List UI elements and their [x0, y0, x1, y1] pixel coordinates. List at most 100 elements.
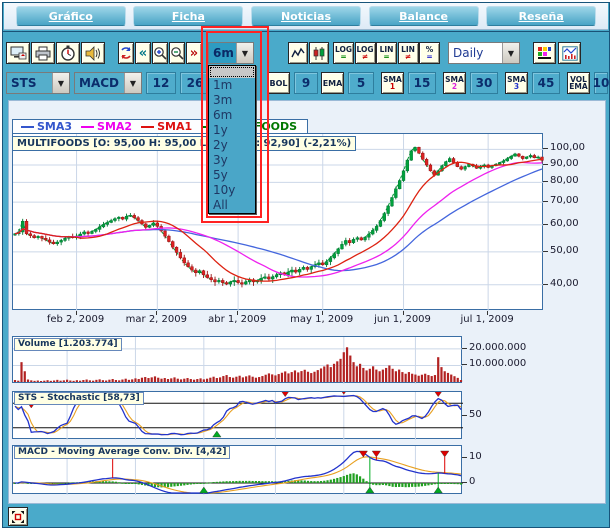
indicator2-select[interactable]: MACD ▼: [74, 72, 142, 94]
sma3-period-input[interactable]: 45: [532, 72, 560, 94]
refresh-button[interactable]: [118, 42, 134, 64]
ema-label: EMA: [323, 79, 343, 88]
period-option-5y[interactable]: 5y: [209, 168, 255, 183]
speaker-icon: [85, 46, 101, 61]
volume-ema-button[interactable]: VOL EMA: [567, 72, 590, 94]
scale-button-log-neq[interactable]: LOG≠: [355, 42, 376, 64]
sma1-period-input[interactable]: 15: [408, 72, 436, 94]
period-option-10y[interactable]: 10y: [209, 183, 255, 198]
interval-select[interactable]: Daily ▼: [448, 42, 520, 64]
legend-label: SMA3: [37, 120, 72, 133]
sma2-sub: 2: [452, 83, 457, 90]
legend-item-sma2: SMA2: [81, 120, 132, 133]
scale-button-lin-neq[interactable]: LIN≠: [398, 42, 419, 64]
line-chart-mode-button[interactable]: [288, 42, 308, 64]
ema-button[interactable]: EMA: [321, 72, 344, 94]
tab-ficha[interactable]: Ficha: [133, 6, 243, 26]
period-option-1y[interactable]: 1y: [209, 123, 255, 138]
line-chart-icon: [291, 47, 306, 60]
sma3-button[interactable]: SMA 3: [505, 72, 528, 94]
screen-capture-button[interactable]: [6, 42, 30, 64]
sma2-button[interactable]: SMA 2: [443, 72, 466, 94]
colors-button[interactable]: [533, 42, 556, 64]
scale-bottom-label: =: [426, 53, 432, 60]
period-option-3y[interactable]: 3y: [209, 153, 255, 168]
tab-balance[interactable]: Balance: [369, 6, 479, 26]
bollinger-button[interactable]: BOL: [267, 72, 290, 94]
sts-axis-label: 50: [469, 409, 482, 420]
y-axis-label: 100,00: [550, 142, 585, 153]
scale-bottom-label: =: [340, 53, 346, 60]
sound-alert-button[interactable]: [81, 42, 105, 64]
tab-grfico[interactable]: Gráfico: [16, 6, 126, 26]
divider: [3, 31, 609, 32]
zoom-in-button[interactable]: [152, 42, 168, 64]
legend-line-swatch: [81, 126, 94, 128]
print-button[interactable]: [31, 42, 55, 64]
tab-noticias[interactable]: Noticias: [251, 6, 361, 26]
refresh-icon: [119, 46, 133, 60]
bol-label: BOL: [270, 79, 288, 88]
y-axis-tick: [543, 284, 548, 285]
x-axis-label: may 1, 2009: [285, 314, 359, 325]
macd-fast-input[interactable]: 12: [146, 72, 176, 94]
alarm-button[interactable]: [56, 42, 80, 64]
period-dropdown-button[interactable]: ▼: [236, 43, 253, 63]
scroll-left-button[interactable]: «: [135, 42, 151, 64]
tab-resea[interactable]: Reseña: [486, 6, 596, 26]
bollinger-period-input[interactable]: 9: [294, 72, 318, 94]
legend-item-sma1: SMA1: [141, 120, 192, 133]
legend-line-swatch: [141, 126, 154, 128]
sma1-button[interactable]: SMA 1: [381, 72, 404, 94]
scale-bottom-label: ≠: [362, 53, 368, 60]
legend-label: SMA2: [97, 120, 132, 133]
legend-item-sma3: SMA3: [21, 120, 72, 133]
stopwatch-icon: [60, 45, 76, 61]
macd-axis-label: 0: [469, 476, 475, 487]
chart-settings-button[interactable]: [558, 42, 581, 64]
zoom-out-button[interactable]: [169, 42, 185, 64]
y-axis-tick: [543, 148, 548, 149]
scale-button-log-eq[interactable]: LOG=: [333, 42, 354, 64]
period-option-3m[interactable]: 3m: [209, 93, 255, 108]
candlestick-mode-button[interactable]: [309, 42, 329, 64]
period-option-2y[interactable]: 2y: [209, 138, 255, 153]
x-axis-label: mar 2, 2009: [119, 314, 193, 325]
period-select[interactable]: 6m ▼: [208, 42, 254, 64]
zoom-in-icon: [153, 46, 167, 60]
period-option-all[interactable]: All: [209, 198, 255, 213]
indicator1-value: STS: [7, 73, 52, 93]
period-value: 6m: [209, 43, 236, 63]
palette-icon: [537, 46, 552, 60]
legend-label: SMA1: [157, 120, 192, 133]
price-chart[interactable]: [12, 133, 543, 310]
y-axis-label: 80,00: [550, 175, 579, 186]
list-selected-row[interactable]: [209, 66, 255, 78]
y-axis-tick: [543, 201, 548, 202]
x-axis-label: jun 1, 2009: [366, 314, 440, 325]
fullscreen-button[interactable]: [8, 507, 28, 526]
sma2-period-input[interactable]: 30: [470, 72, 498, 94]
vol-ema-label: EMA: [569, 83, 587, 90]
chevron-down-icon[interactable]: ▼: [52, 73, 69, 93]
scroll-right-button[interactable]: »: [186, 42, 202, 64]
scale-bottom-label: ≠: [405, 53, 411, 60]
chart-settings-icon: [562, 46, 578, 61]
interval-dropdown-button[interactable]: ▼: [502, 43, 519, 63]
indicator1-select[interactable]: STS ▼: [6, 72, 70, 94]
application-window: Gráfico Ficha Noticias Balance Reseña « » 6m: [0, 0, 612, 530]
indicator2-value: MACD: [75, 73, 124, 93]
scale-button-pct-eq[interactable]: %=: [419, 42, 440, 64]
ema-period-input[interactable]: 5: [348, 72, 374, 94]
chevron-down-icon[interactable]: ▼: [124, 73, 141, 93]
period-option-1m[interactable]: 1m: [209, 78, 255, 93]
scale-bottom-label: =: [383, 53, 389, 60]
volume-tick: [462, 364, 467, 365]
y-axis-label: 40,00: [550, 278, 579, 289]
scale-button-lin-eq[interactable]: LIN=: [376, 42, 397, 64]
period-option-6m[interactable]: 6m: [209, 108, 255, 123]
macd-slow-input[interactable]: 26: [180, 72, 210, 94]
volume-ema-period-input[interactable]: 10: [594, 72, 608, 94]
quote-title: MULTIFOODS [O: 95,00 H: 95,00 L: 91,10 C…: [12, 136, 356, 151]
sma1-sub: 1: [390, 83, 395, 90]
